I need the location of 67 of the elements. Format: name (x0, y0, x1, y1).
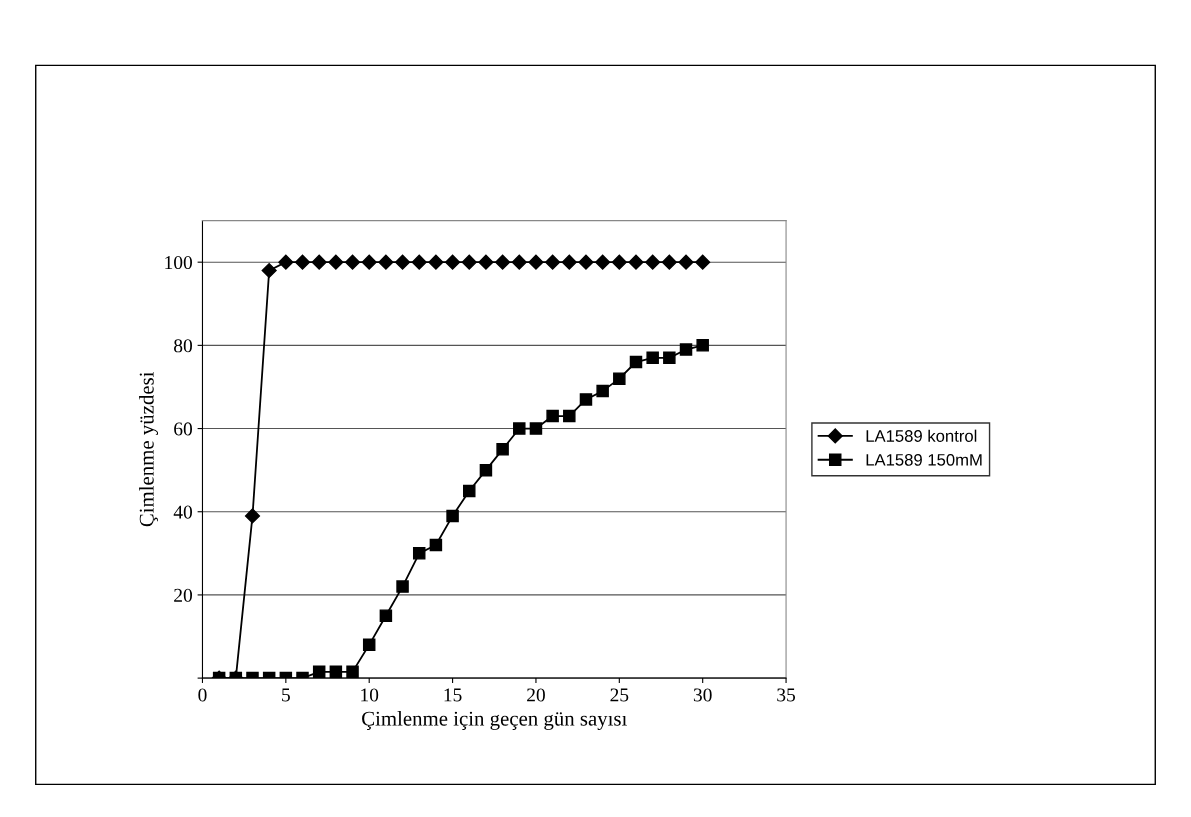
point (446, 509, 459, 523)
point (496, 443, 509, 456)
point (412, 547, 426, 560)
point (461, 254, 477, 270)
legend-label: LA1589 150mM (866, 453, 982, 466)
point (613, 372, 626, 385)
point (428, 254, 444, 270)
point (696, 339, 709, 352)
y-tick-label: 100 (165, 256, 193, 270)
point (628, 254, 644, 270)
point (611, 254, 627, 270)
point (679, 343, 693, 356)
x-tick-label: 10 (361, 688, 379, 702)
point (678, 254, 694, 270)
point (362, 638, 376, 652)
point (394, 254, 411, 270)
legend-label: LA1589 kontrol (866, 429, 977, 442)
point (429, 538, 443, 552)
point (511, 254, 527, 270)
point (479, 463, 493, 477)
x-tick-label: 25 (610, 688, 629, 702)
point (513, 422, 526, 435)
x-axis-title: Çimlenme için geçen gün sayısı (362, 711, 627, 730)
point (596, 384, 609, 398)
point (529, 422, 543, 435)
point (244, 508, 261, 524)
x-tick-label: 5 (282, 688, 290, 702)
point (396, 580, 409, 593)
y-tick-label: 20 (174, 588, 193, 602)
point (344, 254, 361, 270)
point (595, 254, 611, 270)
x-tick-label: 30 (693, 688, 712, 702)
point (294, 254, 311, 270)
point (645, 254, 661, 270)
y-axis-title: Çimlenme yüzdesi (139, 371, 159, 527)
point (445, 254, 461, 270)
x-tick-label: 0 (198, 688, 207, 702)
point (463, 484, 476, 498)
point (378, 254, 394, 270)
point (361, 254, 377, 270)
point (545, 254, 561, 270)
x-tick-label: 20 (527, 688, 545, 702)
point (328, 254, 344, 270)
point (261, 262, 277, 279)
y-tick-label: 80 (174, 339, 193, 353)
point (629, 355, 643, 369)
y-tick-label: 60 (174, 422, 193, 436)
x-tick-label: 15 (444, 688, 462, 702)
point (646, 351, 659, 365)
point (379, 609, 393, 622)
x-tick-label: 35 (777, 688, 796, 702)
point (478, 254, 494, 270)
point (546, 409, 559, 423)
point (579, 393, 593, 406)
point (661, 254, 677, 270)
point (278, 254, 294, 270)
point (495, 254, 511, 270)
point (311, 254, 327, 270)
point (528, 254, 544, 270)
y-tick-label: 40 (173, 505, 193, 519)
point (411, 254, 427, 270)
point (346, 665, 359, 679)
point (561, 254, 577, 270)
point (695, 254, 711, 270)
point (578, 254, 594, 270)
point (663, 351, 676, 365)
point (563, 409, 576, 423)
